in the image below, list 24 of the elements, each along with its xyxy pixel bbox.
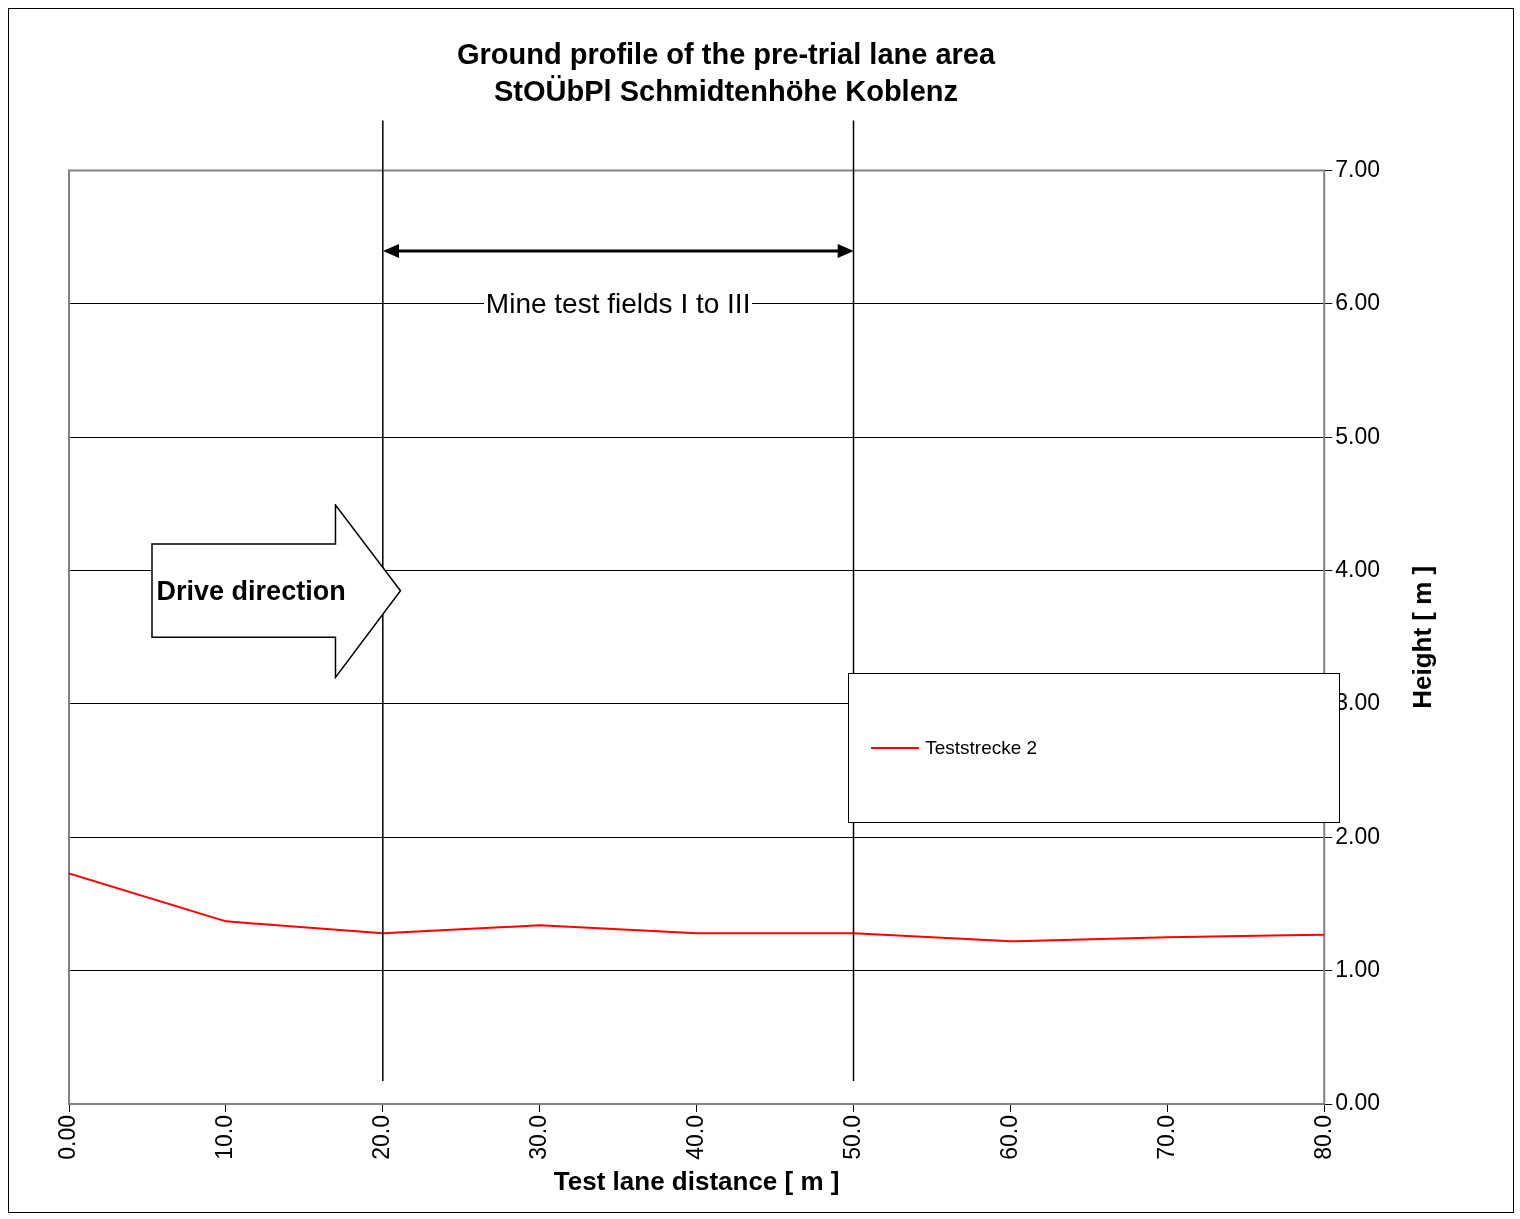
y-tick-label: 1.00 <box>1335 956 1380 983</box>
y-axis-title: Height [ m ] <box>1407 565 1438 709</box>
x-tick-label: 20.0 <box>368 1115 395 1160</box>
chart-subtitle: StOÜbPl Schmidtenhöhe Koblenz <box>493 75 959 108</box>
annotation: Drive direction <box>156 574 346 607</box>
y-tick-label: 4.00 <box>1335 555 1380 582</box>
x-axis-title: Test lane distance [ m ] <box>553 1165 840 1196</box>
x-tick-label: 40.0 <box>681 1115 708 1160</box>
x-tick-label: 0.00 <box>54 1115 81 1160</box>
y-tick-label: 7.00 <box>1335 155 1380 182</box>
annotation: Mine test fields I to III <box>483 287 753 319</box>
x-tick-label: 10.0 <box>211 1115 238 1160</box>
x-tick-label: 80.0 <box>1309 1115 1336 1160</box>
x-tick-label: 70.0 <box>1152 1115 1179 1160</box>
x-tick-label: 60.0 <box>995 1115 1022 1160</box>
legend-label: Teststrecke 2 <box>925 737 1038 760</box>
y-tick-label: 2.00 <box>1335 822 1380 849</box>
x-tick-label: 30.0 <box>525 1115 552 1160</box>
y-tick-label: 0.00 <box>1335 1089 1380 1116</box>
legend: Teststrecke 2 <box>848 673 1341 824</box>
y-tick-label: 5.00 <box>1335 422 1380 449</box>
y-tick-label: 6.00 <box>1335 289 1380 316</box>
x-tick-label: 50.0 <box>838 1115 865 1160</box>
chart-title: Ground profile of the pre-trial lane area <box>456 38 996 71</box>
